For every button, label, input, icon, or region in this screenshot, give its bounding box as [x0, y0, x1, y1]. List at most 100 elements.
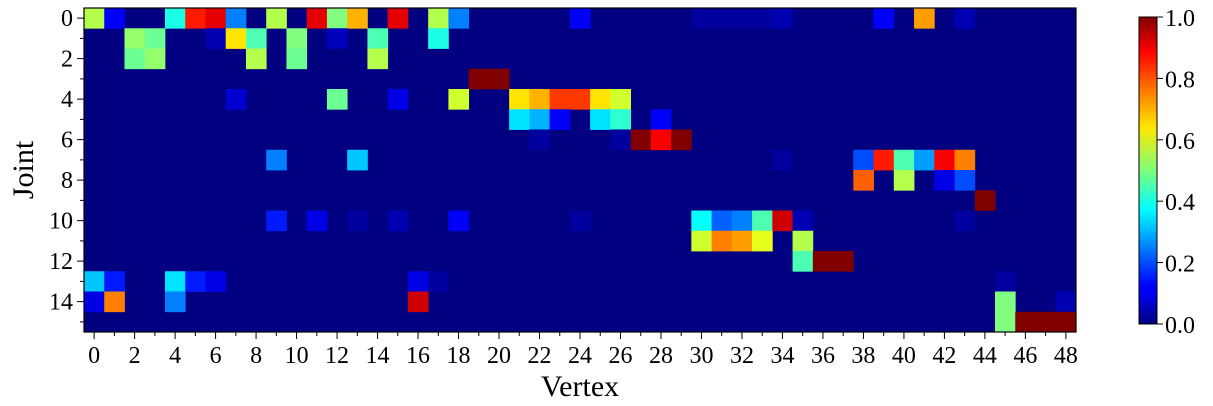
heatmap-cell — [610, 89, 632, 110]
heatmap-cell — [84, 8, 105, 29]
x-tick-label: 42 — [932, 343, 956, 369]
y-tick-label: 12 — [49, 249, 73, 275]
heatmap-cell — [711, 8, 733, 29]
heatmap-cell — [347, 149, 368, 171]
heatmap-cell — [104, 8, 125, 29]
heatmap-cell — [569, 210, 591, 232]
heatmap-cell — [266, 8, 287, 29]
x-tick-label: 46 — [1013, 343, 1037, 369]
colorbar-tick-label: 0.0 — [1165, 313, 1195, 339]
x-tick-label: 22 — [528, 343, 552, 369]
y-tick-label: 6 — [61, 128, 73, 154]
heatmap-cell — [185, 271, 206, 292]
heatmap-cell — [428, 28, 449, 49]
heatmap-cell — [1015, 311, 1036, 333]
heatmap-cell — [772, 149, 793, 171]
heatmap-cell — [650, 109, 672, 130]
y-tick-label: 0 — [61, 6, 73, 32]
y-axis-label: Joint — [7, 140, 40, 199]
heatmap-cell — [306, 8, 328, 29]
heatmap-cell — [407, 271, 429, 292]
heatmap-cell — [590, 109, 611, 130]
heatmap-cell — [205, 271, 227, 292]
heatmap-cell — [387, 89, 409, 110]
heatmap-cell — [833, 251, 854, 272]
heatmap-cell — [873, 149, 895, 171]
heatmap-cell — [488, 68, 510, 90]
x-tick-label: 6 — [210, 343, 222, 369]
heatmap-cell — [367, 48, 389, 70]
x-tick-label: 26 — [608, 343, 632, 369]
heatmap-cell — [995, 271, 1016, 292]
heatmap-cell — [893, 149, 915, 171]
x-axis: 0 2 4 6 8 10 12 14 16 18 20 22 24 26 28 30 32 34 36 38 40 42 4… — [88, 332, 1078, 369]
heatmap-cell — [428, 8, 449, 29]
heatmap-cell — [448, 8, 470, 29]
heatmap-cell — [529, 109, 551, 130]
heatmap-cell — [509, 89, 530, 110]
y-tick-label: 4 — [61, 87, 73, 113]
heatmap-cell — [995, 311, 1016, 333]
heatmap-cell — [873, 8, 895, 29]
heatmap-cell — [752, 210, 773, 232]
x-tick-label: 36 — [811, 343, 835, 369]
x-tick-label: 20 — [487, 343, 511, 369]
heatmap-cell — [772, 8, 793, 29]
heatmap-cell — [914, 8, 935, 29]
heatmap-cell — [934, 149, 955, 171]
heatmap-cell — [306, 210, 328, 232]
x-tick-label: 24 — [568, 343, 592, 369]
heatmap-cell — [610, 129, 632, 151]
heatmap-cell — [569, 89, 591, 110]
x-tick-label: 8 — [250, 343, 262, 369]
heatmap-cell — [691, 8, 712, 29]
colorbar-tick-label: 0.4 — [1165, 190, 1195, 216]
heatmap-cell — [104, 271, 125, 292]
colorbar-tick-label: 0.6 — [1165, 129, 1195, 155]
heatmap-cell — [853, 149, 874, 171]
heatmap-cell — [934, 170, 955, 191]
colorbar-tick-label: 0.2 — [1165, 252, 1195, 278]
heatmap-cell — [792, 230, 814, 252]
heatmap-cell — [590, 89, 611, 110]
heatmap-cell — [245, 48, 267, 70]
heatmap-cell — [286, 28, 308, 49]
heatmap-cell — [124, 48, 146, 70]
x-tick-label: 18 — [447, 343, 471, 369]
heatmap-cell — [1035, 311, 1057, 333]
heatmap-cells — [84, 8, 1077, 333]
heatmap-cell — [205, 28, 227, 49]
heatmap-cell — [164, 291, 186, 313]
heatmap-cell — [549, 89, 571, 110]
heatmap-cell — [326, 89, 348, 110]
x-tick-label: 30 — [689, 343, 713, 369]
heatmap-cell — [428, 271, 449, 292]
y-tick-label: 10 — [49, 209, 73, 235]
heatmap-cell — [266, 149, 287, 171]
heatmap-cell — [529, 129, 551, 151]
heatmap-cell — [448, 89, 470, 110]
heatmap-cell — [84, 291, 105, 313]
heatmap-cell — [326, 28, 348, 49]
x-tick-label: 48 — [1054, 343, 1078, 369]
x-tick-label: 12 — [325, 343, 349, 369]
x-axis-label: Vertex — [541, 370, 619, 403]
heatmap-cell — [711, 230, 733, 252]
heatmap-cell — [954, 170, 976, 191]
heatmap-cell — [853, 170, 874, 191]
heatmap-cell — [691, 210, 712, 232]
heatmap-cell — [752, 8, 773, 29]
heatmap-cell — [509, 109, 530, 130]
heatmap-cell — [407, 291, 429, 313]
heatmap-cell — [225, 89, 247, 110]
heatmap-cell — [650, 129, 672, 151]
heatmap-cell — [286, 48, 308, 70]
heatmap-cell — [630, 129, 652, 151]
heatmap-cell — [549, 109, 571, 130]
heatmap-cell — [387, 8, 409, 29]
heatmap-cell — [752, 230, 773, 252]
x-tick-label: 44 — [973, 343, 997, 369]
x-tick-label: 0 — [88, 343, 100, 369]
x-tick-label: 10 — [285, 343, 309, 369]
